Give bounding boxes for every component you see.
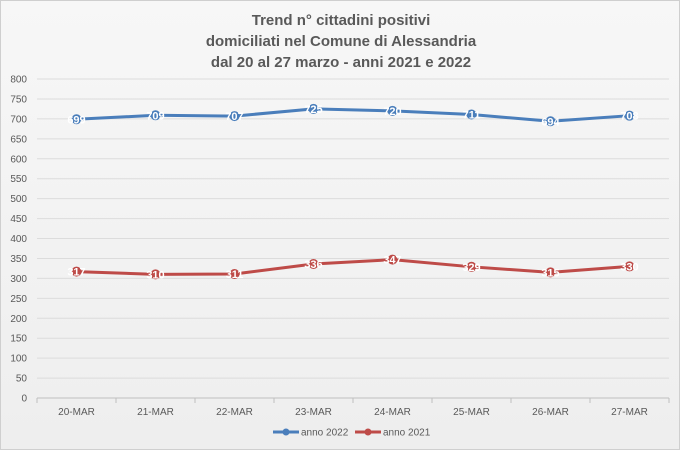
data-point [229, 111, 240, 122]
y-tick-label: 600 [10, 154, 27, 165]
y-tick-label: 250 [10, 294, 27, 305]
data-point [387, 105, 398, 116]
y-tick-label: 400 [10, 234, 27, 245]
y-tick-label: 550 [10, 174, 27, 185]
legend: anno 2022 anno 2021 [273, 428, 431, 439]
data-point [71, 114, 82, 125]
y-tick-label: 300 [10, 274, 27, 285]
data-label: 317 [67, 267, 85, 279]
y-tick-label: 800 [10, 75, 27, 86]
data-label: 711 [463, 109, 481, 121]
data-label: 709 [146, 110, 164, 122]
data-point [624, 261, 635, 272]
data-label: 725 [304, 104, 322, 116]
data-label: 329 [462, 262, 480, 274]
data-point [229, 268, 240, 279]
data-point [308, 103, 319, 114]
data-point [387, 254, 398, 265]
y-tick-label: 750 [10, 94, 27, 105]
data-point [71, 266, 82, 277]
y-tick-label: 100 [10, 354, 27, 365]
x-tick-label: 22-MAR [216, 407, 253, 418]
series-line [76, 258, 630, 276]
y-tick-label: 50 [16, 374, 28, 385]
y-tick-label: 650 [10, 134, 27, 145]
axes: 0 50 100 150 200 250 300 350 400 450 500 550 600 650 7… [10, 75, 670, 418]
x-tick-label: 25-MAR [453, 407, 490, 418]
data-label: 699 [67, 114, 85, 126]
x-tick-label: 23-MAR [295, 407, 332, 418]
legend-marker [282, 428, 290, 436]
data-label: 310 [146, 269, 164, 281]
data-point [624, 110, 635, 121]
x-tick-label: 20-MAR [58, 407, 95, 418]
y-tick-label: 0 [21, 394, 27, 405]
y-tick-label: 450 [10, 214, 27, 225]
data-point [545, 267, 556, 278]
gridlines [37, 78, 669, 399]
data-label: 311 [226, 269, 244, 281]
legend-label: anno 2022 [301, 428, 349, 439]
data-label: 708 [620, 111, 638, 123]
data-label: 347 [383, 255, 401, 267]
chart-title: Trend n° cittadini positivi domiciliati n… [206, 12, 477, 71]
series-line [76, 107, 630, 123]
data-point [466, 261, 477, 272]
data-label: 720 [383, 106, 401, 118]
data-label: 330 [620, 261, 638, 273]
data-label: 707 [225, 111, 243, 123]
series-lines: 699 709 707 725 720 711 694 708 317 310 311 336 347 3… [67, 103, 639, 281]
data-point [308, 259, 319, 270]
y-tick-label: 500 [10, 194, 27, 205]
data-point [150, 110, 161, 121]
data-label: 336 [304, 259, 322, 271]
legend-marker [364, 428, 372, 436]
chart-title-line: domiciliati nel Comune di Alessandria [206, 33, 477, 50]
chart-title-line: Trend n° cittadini positivi [252, 12, 431, 29]
data-point [150, 269, 161, 280]
y-tick-label: 200 [10, 314, 27, 325]
data-point [545, 116, 556, 127]
data-label: 315 [541, 267, 559, 279]
y-tick-label: 350 [10, 254, 27, 265]
data-label: 694 [541, 116, 560, 128]
legend-label: anno 2021 [383, 428, 431, 439]
chart-title-line: dal 20 al 27 marzo - anni 2021 e 2022 [211, 54, 471, 71]
y-tick-label: 700 [10, 114, 27, 125]
data-point [466, 109, 477, 120]
x-tick-label: 21-MAR [137, 407, 174, 418]
x-tick-label: 27-MAR [611, 407, 648, 418]
y-tick-label: 150 [10, 334, 27, 345]
x-tick-label: 24-MAR [374, 407, 411, 418]
x-tick-label: 26-MAR [532, 407, 569, 418]
